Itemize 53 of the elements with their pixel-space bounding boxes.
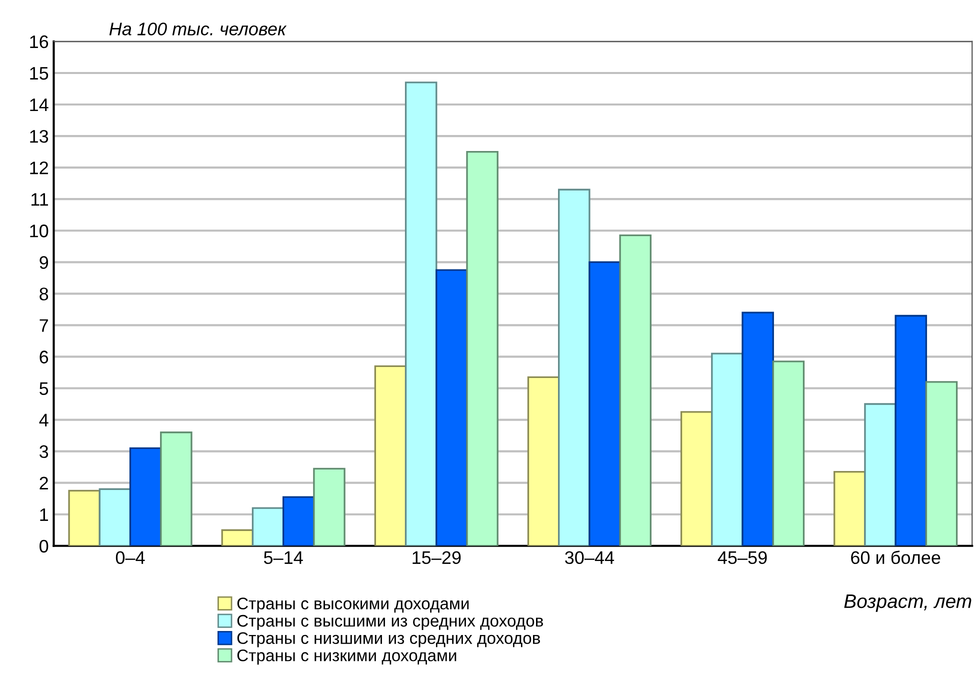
y-tick-label: 5 [40, 382, 48, 395]
y-axis-title: На 100 тыс. человек [109, 22, 287, 36]
y-tick-label: 4 [39, 414, 48, 426]
y-tick-label: 14 [30, 98, 48, 112]
x-tick-label: 5–14 [264, 551, 303, 564]
bar [834, 470, 866, 546]
x-tick-label: 15–29 [412, 551, 461, 564]
x-tick-label: 30–44 [565, 551, 614, 564]
y-tick-label: 6 [40, 350, 48, 364]
bar [374, 365, 407, 546]
bar [466, 150, 498, 546]
x-tick-label: 0–4 [116, 551, 145, 564]
bar [221, 529, 254, 546]
y-tick-label: 9 [40, 256, 48, 269]
bar [588, 261, 621, 546]
bar [894, 314, 928, 546]
bar [711, 352, 744, 546]
y-tick-label: 12 [30, 162, 48, 174]
y-tick-label: 2 [40, 476, 48, 490]
y-tick-label: 0 [40, 540, 48, 553]
x-tick-label: 45–59 [718, 551, 767, 564]
bar [619, 234, 652, 546]
bar [742, 312, 774, 546]
legend-label: Страны с высокими доходами [237, 598, 469, 613]
bar [98, 488, 132, 546]
bar [282, 496, 315, 546]
bar [772, 360, 805, 546]
legend-label: Страны с низшими из средних доходов [237, 632, 540, 648]
y-tick-label: 3 [40, 445, 48, 458]
y-tick-label: 16 [30, 35, 48, 48]
y-tick-label: 7 [40, 319, 48, 332]
bar [558, 188, 590, 546]
bar [925, 381, 958, 546]
y-tick-label: 13 [30, 130, 48, 143]
bar [129, 447, 162, 546]
bar [680, 411, 713, 546]
y-tick-label: 11 [32, 193, 48, 206]
bar [436, 269, 468, 546]
bar [160, 432, 192, 546]
bar [252, 507, 284, 546]
y-tick-label: 8 [40, 288, 48, 300]
bar [527, 376, 560, 546]
y-tick-label: 1 [40, 508, 48, 521]
y-tick-label: 15 [30, 67, 48, 80]
legend-label: Страны с высшими из средних доходов [237, 614, 544, 630]
x-tick-label: 60 и более [851, 550, 940, 564]
legend-label: Страны с низкими доходами [237, 650, 456, 665]
bar [864, 403, 896, 546]
bar [404, 82, 438, 546]
bar [68, 490, 100, 546]
x-axis-title: Возраст, лет [844, 594, 972, 612]
bar [313, 468, 346, 546]
y-tick-label: 10 [30, 224, 48, 238]
